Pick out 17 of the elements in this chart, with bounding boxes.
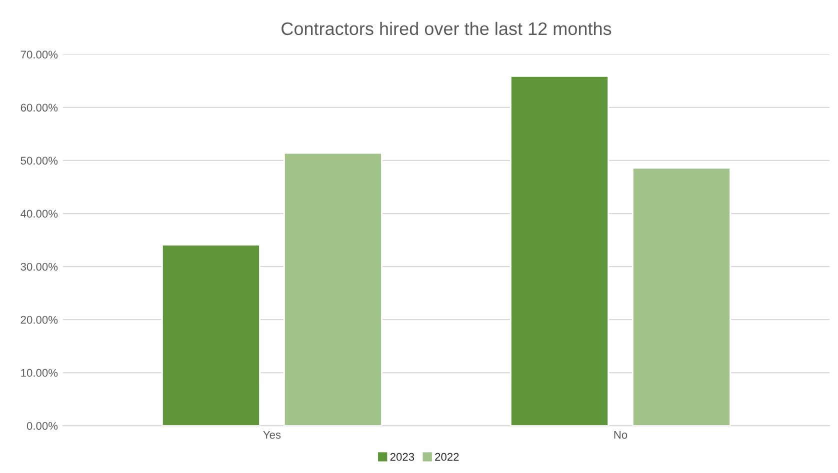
legend-label: 2022 — [435, 452, 459, 461]
y-tick-label: 40.00% — [20, 210, 58, 218]
bar — [283, 152, 382, 426]
y-tick-label: 20.00% — [20, 316, 58, 324]
x-tick-label: Yes — [263, 430, 281, 439]
bar — [510, 75, 609, 426]
bar — [161, 244, 260, 426]
y-tick-label: 30.00% — [20, 262, 58, 271]
legend-label: 2023 — [390, 452, 414, 461]
bar — [632, 167, 731, 426]
y-tick-label: 60.00% — [20, 104, 58, 112]
y-tick-label: 10.00% — [21, 368, 58, 377]
x-tick-label: No — [614, 430, 628, 439]
chart-title: Contractors hired over the last 12 months — [282, 22, 612, 36]
y-tick-label: 70.00% — [20, 50, 58, 59]
y-tick-label: 50.00% — [20, 156, 58, 165]
y-tick-label: 0.00% — [26, 422, 58, 430]
